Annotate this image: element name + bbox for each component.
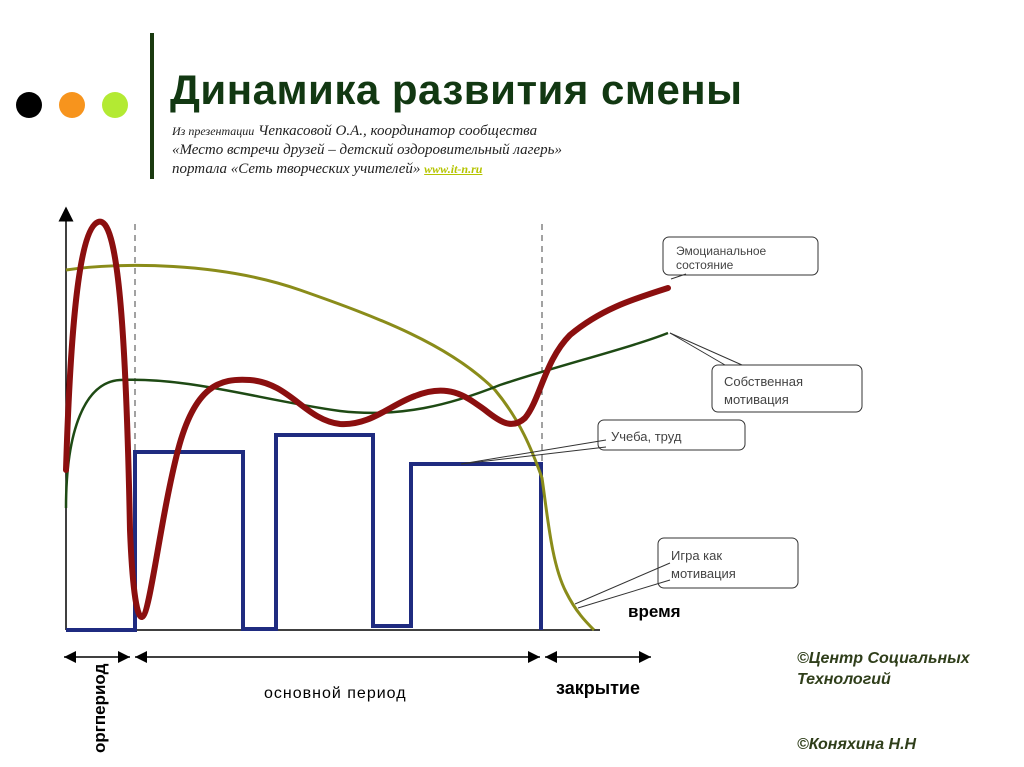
subtitle-line-2: «Место встречи друзей – детский оздорови… [172,142,562,158]
orange-dot [59,92,85,118]
callout-motivation-pointer-1 [669,332,743,366]
time-axis-label: время [628,602,681,621]
portal-link[interactable]: www.it-n.ru [424,162,483,176]
header-divider [150,33,154,179]
callout-motivation-box [711,364,863,413]
callout-motivation-line-2: мотивация [724,392,789,407]
callout-emotional-box [662,236,819,276]
callout-game-line-2: мотивация [671,566,736,581]
callout-emotional-pointer [670,273,687,280]
subtitle-line3-text: портала «Сеть творческих учителей» [172,161,425,177]
callout-game-line-1: Игра как [671,548,722,563]
org-period-label: оргпериод [90,663,109,753]
callout-emotional-line-1: Эмоцианальное [676,244,767,258]
callout-study-pointer-2 [460,446,607,465]
emotional-state-curve [63,218,671,620]
game-motivation-curve [65,263,596,632]
subtitle-line-1: Из презентации Чепкасовой О.А., координа… [172,122,562,141]
own-motivation-curve [64,331,669,509]
callout-emotional-line-2: состояние [676,258,734,272]
callout-study-box [597,419,746,451]
black-dot [16,92,42,118]
subtitle-line1-text: Чепкасовой О.А., координатор сообщества [254,123,538,139]
lime-dot [102,92,128,118]
callout-study-pointer-1 [460,439,607,465]
study-work-line [66,433,543,632]
center-credit: ©Центр Социальных Технологий [797,648,970,690]
author-credit: ©Коняхина Н.Н [797,736,917,753]
main-period-label: основной период [264,685,407,702]
subtitle-prefix: Из презентации [172,124,255,138]
subtitle-line-3: портала «Сеть творческих учителей» www.i… [172,160,562,179]
callout-game-pointer-2 [577,579,671,609]
callout-study-label: Учеба, труд [611,429,682,444]
closing-period-label: закрытие [556,678,640,698]
callout-game-pointer-1 [574,562,671,605]
callout-game-box [657,537,799,589]
callout-motivation-line-1: Собственная [724,374,803,389]
subtitle: Из презентации Чепкасовой О.А., координа… [172,122,562,179]
page-title: Динамика развития смены [170,66,743,113]
callout-motivation-pointer-2 [669,332,726,366]
center-credit-line-1: ©Центр Социальных [797,650,970,667]
center-credit-line-2: Технологий [797,671,891,688]
